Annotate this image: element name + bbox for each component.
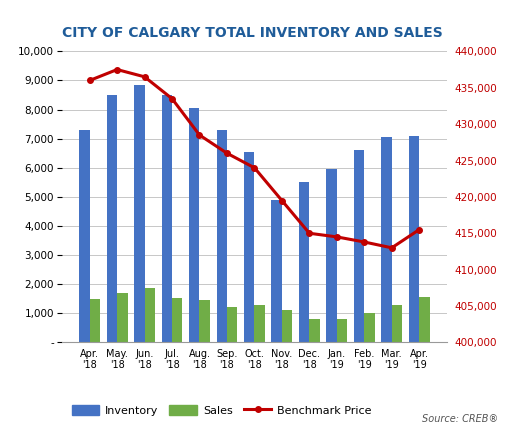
Bar [216, 130, 227, 342]
Bar [199, 300, 210, 342]
Benchmark Price [196, 133, 203, 138]
Bar [134, 85, 144, 342]
Bar [244, 152, 254, 342]
Bar [271, 200, 282, 342]
Bar [392, 305, 402, 342]
Bar [117, 293, 127, 342]
Bar [172, 298, 182, 342]
Bar [282, 310, 292, 342]
Bar [189, 108, 199, 342]
Benchmark Price [251, 165, 258, 170]
Bar [107, 95, 117, 342]
Bar [326, 169, 337, 342]
Legend: Inventory, Sales, Benchmark Price: Inventory, Sales, Benchmark Price [67, 400, 376, 420]
Bar [381, 137, 392, 342]
Benchmark Price [361, 239, 368, 244]
Bar [161, 95, 172, 342]
Bar [354, 150, 364, 342]
Bar [144, 288, 155, 342]
Text: CITY OF CALGARY TOTAL INVENTORY AND SALES: CITY OF CALGARY TOTAL INVENTORY AND SALE… [62, 27, 443, 41]
Benchmark Price [279, 198, 285, 203]
Bar [79, 130, 89, 342]
Line: Benchmark Price: Benchmark Price [87, 67, 422, 250]
Benchmark Price [416, 227, 423, 232]
Bar [299, 182, 309, 342]
Benchmark Price [86, 78, 93, 83]
Benchmark Price [334, 235, 340, 240]
Bar [227, 306, 237, 342]
Benchmark Price [389, 245, 395, 250]
Benchmark Price [141, 74, 148, 80]
Benchmark Price [169, 96, 175, 101]
Bar [419, 297, 430, 342]
Bar [254, 305, 265, 342]
Bar [409, 136, 419, 342]
Benchmark Price [114, 67, 120, 72]
Bar [309, 319, 320, 342]
Benchmark Price [224, 151, 230, 156]
Text: Source: CREB®: Source: CREB® [423, 414, 499, 424]
Bar [337, 319, 347, 342]
Benchmark Price [306, 231, 313, 236]
Bar [364, 313, 375, 342]
Bar [89, 299, 100, 342]
